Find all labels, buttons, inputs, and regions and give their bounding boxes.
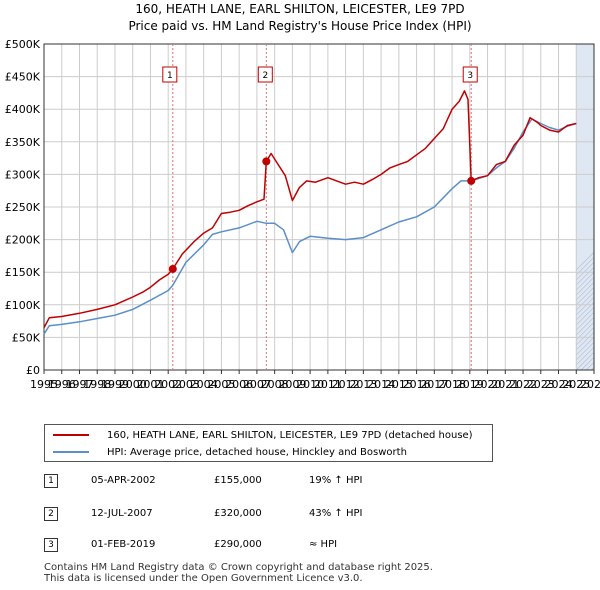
transaction-date: 05-APR-2002 — [91, 475, 156, 486]
transaction-hpi-relation: 19% ↑ HPI — [309, 475, 363, 486]
x-tick-label: 2018 — [438, 378, 466, 391]
sale-label-box — [257, 66, 273, 83]
legend-swatch-property — [53, 434, 89, 436]
x-tick-label: 2013 — [349, 378, 377, 391]
transaction-hpi-relation: ≈ HPI — [309, 539, 338, 550]
x-tick-label: 2014 — [367, 378, 395, 391]
sale-label-box — [462, 66, 478, 83]
x-tick-label: 2025 — [562, 378, 590, 391]
transaction-date: 12-JUL-2007 — [91, 508, 153, 519]
legend-item-hpi: HPI: Average price, detached house, Hinc… — [53, 445, 407, 459]
y-tick-label: £200K — [5, 234, 41, 247]
transaction-hpi-relation: 43% ↑ HPI — [309, 508, 363, 519]
x-tick-label: 2021 — [491, 378, 519, 391]
x-tick-label: 2015 — [385, 378, 413, 391]
transaction-price: £155,000 — [214, 475, 262, 486]
footer-line1: Contains HM Land Registry data © Crown c… — [44, 562, 433, 573]
sale-point — [467, 176, 476, 185]
sale-label: 2 — [262, 71, 268, 81]
sale-point — [168, 264, 177, 273]
x-tick-label: 2011 — [314, 378, 342, 391]
forecast-hatch — [596, 44, 600, 370]
y-tick-label: £350K — [5, 136, 41, 149]
forecast-hatch — [576, 311, 594, 331]
transaction-number: 3 — [44, 538, 58, 552]
legend-label-property: 160, HEATH LANE, EARL SHILTON, LEICESTER… — [107, 429, 473, 441]
x-tick-label: 2002 — [154, 378, 182, 391]
chart-title-line2: Price paid vs. HM Land Registry's House … — [128, 19, 472, 33]
x-tick-label: 2024 — [545, 378, 573, 391]
transaction-date: 01-FEB-2019 — [91, 539, 156, 550]
property-series-line — [43, 90, 577, 328]
footer-notice: Contains HM Land Registry data © Crown c… — [44, 562, 433, 584]
chart-legend: 160, HEATH LANE, EARL SHILTON, LEICESTER… — [44, 424, 493, 462]
chart-title-line1: 160, HEATH LANE, EARL SHILTON, LEICESTER… — [135, 2, 465, 16]
sale-label: 3 — [467, 71, 473, 81]
x-tick-label: 2026 — [580, 378, 600, 391]
legend-label-hpi: HPI: Average price, detached house, Hinc… — [107, 446, 407, 458]
x-tick-label: 2005 — [207, 378, 235, 391]
forecast-hatch — [576, 301, 594, 321]
x-tick-label: 2023 — [527, 378, 555, 391]
transaction-row: 1 05-APR-2002 £155,000 19% ↑ HPI — [44, 474, 404, 490]
x-tick-label: 2012 — [332, 378, 360, 391]
transaction-price: £320,000 — [214, 508, 262, 519]
legend-item-property: 160, HEATH LANE, EARL SHILTON, LEICESTER… — [53, 428, 473, 442]
x-tick-label: 2008 — [261, 378, 289, 391]
forecast-hatch — [576, 306, 594, 326]
x-tick-label: 1998 — [83, 378, 111, 391]
sale-label: 1 — [167, 71, 173, 81]
x-tick-label: 2004 — [190, 378, 218, 391]
x-tick-label: 2006 — [225, 378, 253, 391]
y-tick-label: £400K — [5, 103, 41, 116]
y-tick-label: £150K — [5, 266, 41, 279]
y-tick-label: £0 — [26, 364, 40, 377]
x-tick-label: 2001 — [136, 378, 164, 391]
transaction-number: 1 — [44, 474, 58, 488]
x-tick-label: 2010 — [296, 378, 324, 391]
transaction-number: 2 — [44, 507, 58, 521]
y-tick-label: £50K — [12, 331, 41, 344]
x-tick-label: 2007 — [243, 378, 271, 391]
y-tick-label: £100K — [5, 299, 41, 312]
transaction-row: 2 12-JUL-2007 £320,000 43% ↑ HPI — [44, 507, 404, 523]
x-tick-label: 1999 — [101, 378, 129, 391]
x-tick-label: 1997 — [65, 378, 93, 391]
y-tick-label: £450K — [5, 71, 41, 84]
hpi-series-line — [43, 118, 577, 335]
y-tick-label: £250K — [5, 201, 41, 214]
x-tick-label: 2003 — [172, 378, 200, 391]
x-tick-label: 2000 — [119, 378, 147, 391]
x-tick-label: 2016 — [403, 378, 431, 391]
x-tick-label: 2022 — [509, 378, 537, 391]
x-tick-label: 2017 — [420, 378, 448, 391]
legend-swatch-hpi — [53, 451, 89, 453]
x-tick-label: 1995 — [30, 378, 58, 391]
price-chart: £0 £50K £100K £150K £200K £250K £300K £350K £400… — [5, 38, 600, 391]
x-tick-label: 2020 — [474, 378, 502, 391]
sale-label-box — [162, 66, 178, 83]
x-tick-label: 2019 — [456, 378, 484, 391]
x-tick-label: 1996 — [48, 378, 76, 391]
transaction-row: 3 01-FEB-2019 £290,000 ≈ HPI — [44, 538, 404, 554]
plot-frame — [43, 43, 595, 371]
x-tick-label: 2009 — [278, 378, 306, 391]
y-tick-label: £500K — [5, 38, 41, 51]
footer-line2: This data is licensed under the Open Gov… — [44, 573, 363, 584]
y-tick-label: £300K — [5, 168, 41, 181]
transaction-price: £290,000 — [214, 539, 262, 550]
sale-point — [262, 157, 271, 166]
